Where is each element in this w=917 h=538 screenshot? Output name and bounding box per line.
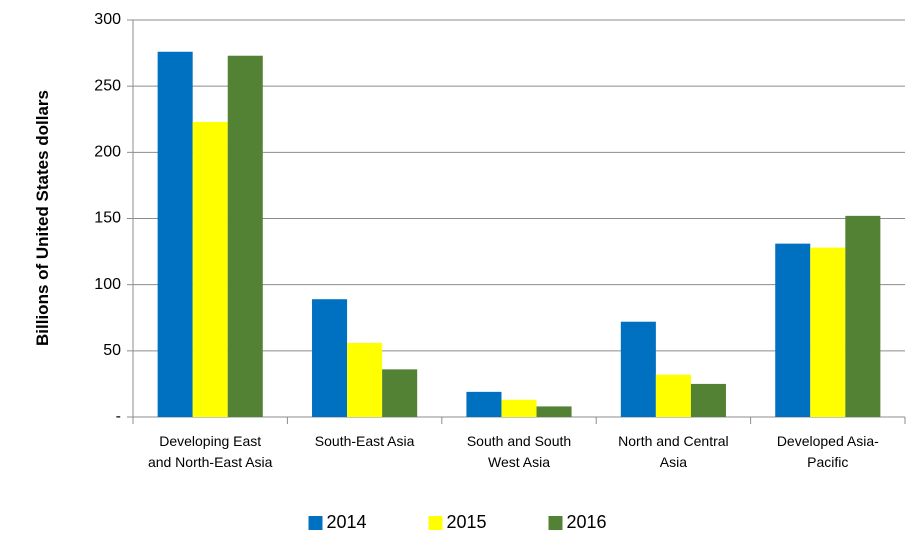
x-tick-label: Developing East and North-East Asia xyxy=(148,433,273,470)
bar xyxy=(157,51,193,417)
bar xyxy=(227,55,263,417)
bar xyxy=(347,342,383,417)
legend-swatch xyxy=(548,516,563,530)
x-tick-label: South-East Asia xyxy=(315,433,415,449)
bar xyxy=(501,399,537,417)
y-tick-label: 300 xyxy=(94,11,121,28)
legend-label: 2015 xyxy=(447,512,487,532)
y-tick-label: - xyxy=(116,408,121,425)
bar xyxy=(466,391,502,417)
legend-label: 2014 xyxy=(327,512,367,532)
y-axis-title: Billions of United States dollars xyxy=(33,90,52,346)
bar xyxy=(775,243,811,417)
y-tick-label: 50 xyxy=(103,342,121,359)
bar xyxy=(192,121,228,417)
x-tick-label: Developed Asia-Pacific xyxy=(777,433,879,470)
y-tick-label: 150 xyxy=(94,210,121,227)
legend-swatch xyxy=(308,516,323,530)
x-tick-label: North and Central Asia xyxy=(618,433,729,470)
bar xyxy=(312,299,348,417)
y-tick-label: 200 xyxy=(94,144,121,161)
legend-swatch xyxy=(428,516,443,530)
x-tick-label: South and South West Asia xyxy=(467,433,571,470)
bar xyxy=(690,383,726,417)
bar xyxy=(810,247,846,417)
y-tick-label: 100 xyxy=(94,276,121,293)
bar xyxy=(845,215,881,417)
bar xyxy=(620,321,656,417)
bar xyxy=(382,369,418,417)
legend-label: 2016 xyxy=(567,512,607,532)
bar xyxy=(536,406,572,417)
y-tick-label: 250 xyxy=(94,77,121,94)
bar xyxy=(655,374,691,417)
